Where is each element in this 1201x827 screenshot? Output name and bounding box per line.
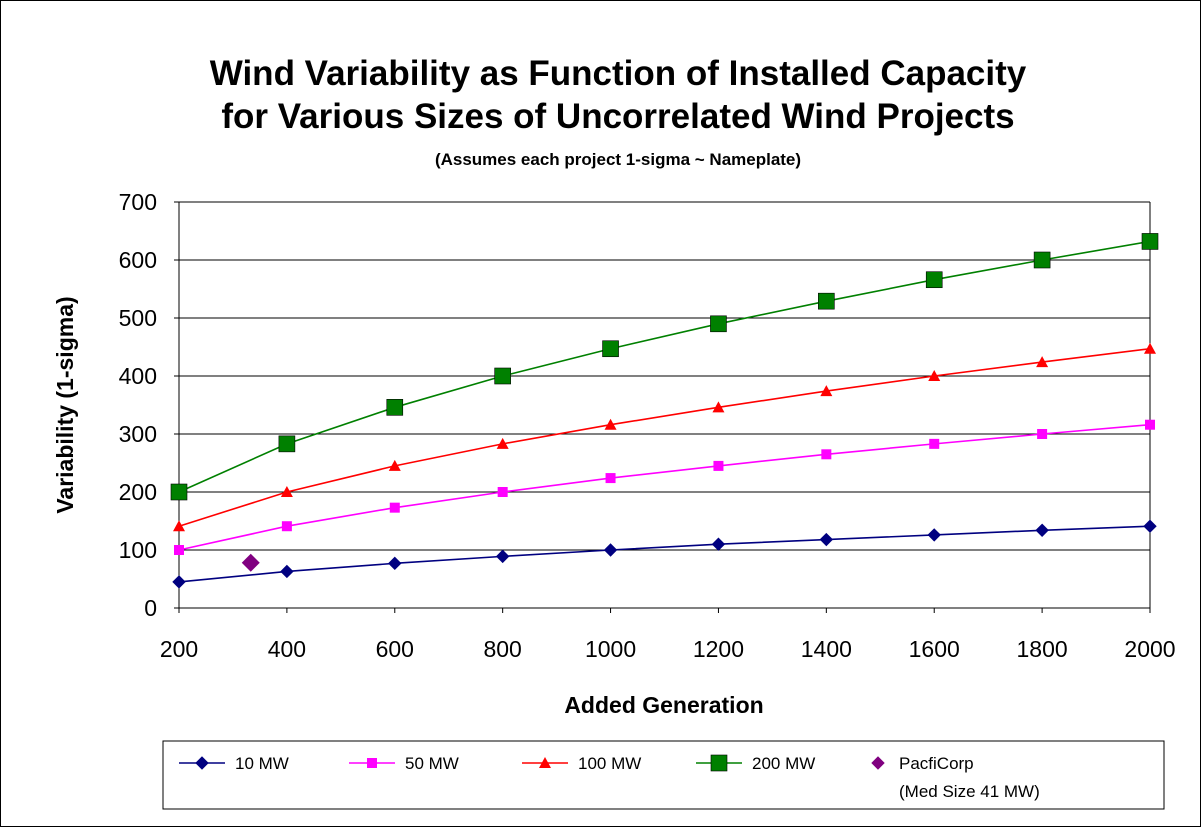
data-point-s3-3 (494, 367, 511, 385)
y-tick-label: 700 (119, 189, 157, 215)
x-tick-label: 1400 (801, 636, 852, 662)
series-line-0 (178, 525, 1151, 583)
legend-marker-2 (539, 757, 551, 768)
data-point-s0-9 (1143, 519, 1157, 533)
legend-label-extra-0: PacfiCorp (899, 754, 974, 773)
data-point-s0-0 (172, 575, 186, 589)
data-point-s0-1 (280, 564, 294, 579)
data-point-s2-3 (496, 437, 509, 449)
data-point-s2-7 (928, 370, 941, 381)
data-point-s2-9 (1144, 342, 1156, 354)
y-tick-label: 500 (119, 305, 157, 331)
y-tick-label: 300 (119, 421, 157, 447)
data-point-s1-8 (1037, 429, 1048, 439)
data-point-s0-2 (388, 556, 402, 571)
x-axis-label: Added Generation (564, 692, 763, 718)
x-tick-label: 1600 (909, 636, 960, 662)
x-tick-label: 1800 (1017, 636, 1068, 662)
data-point-s0-8 (1035, 523, 1049, 537)
y-tick-label: 200 (119, 479, 157, 505)
legend-marker-1 (367, 758, 377, 768)
data-point-s2-6 (820, 385, 833, 397)
legend-marker-3 (710, 754, 728, 772)
x-tick-label: 1200 (693, 636, 744, 662)
data-point-s3-1 (278, 435, 296, 453)
data-point-s1-1 (281, 521, 292, 532)
legend-label-0: 10 MW (235, 754, 289, 773)
legend-box (162, 740, 1165, 810)
data-point-s1-9 (1145, 419, 1155, 430)
data-point-s2-8 (1036, 356, 1049, 368)
series-line-2 (178, 347, 1151, 527)
data-point-s3-9 (1141, 233, 1159, 250)
data-point-s3-8 (1033, 251, 1051, 269)
data-point-s3-0 (170, 483, 188, 501)
data-point-s1-3 (497, 487, 508, 497)
data-point-s3-5 (710, 315, 727, 333)
legend-label-1: 50 MW (405, 754, 459, 773)
chart-title-line-1: Wind Variability as Function of Installe… (210, 54, 1027, 93)
data-point-extra-0 (241, 553, 260, 572)
legend-marker-0 (195, 756, 209, 770)
data-point-s0-7 (927, 528, 941, 542)
y-tick-label: 400 (119, 363, 157, 389)
data-point-s3-6 (818, 292, 835, 310)
data-point-s0-3 (495, 549, 510, 564)
y-tick-label: 0 (144, 595, 157, 621)
x-tick-label: 1000 (585, 636, 636, 662)
y-tick-label: 600 (119, 247, 157, 273)
legend-label-2: 100 MW (578, 754, 641, 773)
data-point-s2-1 (280, 486, 293, 497)
data-point-s2-2 (388, 459, 401, 471)
data-point-s1-6 (821, 449, 832, 460)
data-point-s1-0 (174, 545, 184, 555)
y-axis-label: Variability (1-sigma) (52, 296, 78, 513)
legend: 10 MW 50 MW 100 MW 200 MW PacfiCorp (Med Size… (162, 740, 1165, 810)
data-point-s3-7 (925, 271, 943, 289)
data-point-s1-7 (929, 438, 940, 449)
x-tick-label: 200 (160, 636, 198, 662)
data-point-s0-6 (819, 532, 834, 547)
series-line-3 (178, 240, 1151, 493)
x-tick-label: 800 (483, 636, 521, 662)
data-point-s3-4 (602, 340, 619, 358)
plot-area: 0 100 200 300 400 500 600 700 200 400 600 800 1000 12… (119, 189, 1176, 662)
legend-label-3: 200 MW (752, 754, 815, 773)
legend-label-extra-sub-0: (Med Size 41 MW) (899, 782, 1040, 801)
series-line-1 (178, 423, 1151, 551)
chart-title-line-2: for Various Sizes of Uncorrelated Wind P… (221, 97, 1014, 136)
data-point-s0-4 (603, 543, 618, 557)
x-tick-label: 400 (268, 636, 306, 662)
data-point-s2-0 (173, 520, 185, 532)
data-point-s3-2 (386, 399, 404, 416)
data-point-s2-4 (604, 418, 617, 430)
data-point-s2-5 (712, 401, 725, 413)
data-point-s1-5 (713, 460, 724, 471)
data-point-s0-5 (711, 537, 726, 551)
y-tick-label: 100 (119, 537, 157, 563)
legend-marker-extra-0 (871, 756, 885, 770)
x-tick-label: 600 (376, 636, 414, 662)
x-tick-label: 2000 (1124, 636, 1175, 662)
chart-subtitle: (Assumes each project 1-sigma ~ Nameplat… (435, 150, 801, 169)
data-point-s1-2 (389, 502, 400, 513)
data-point-s1-4 (605, 473, 616, 484)
